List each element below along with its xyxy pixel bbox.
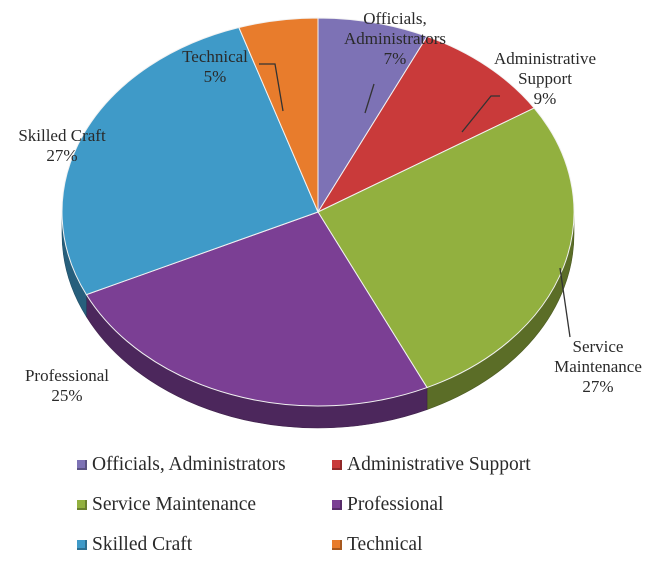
data-label-line: Administrative [494,49,596,68]
data-label-line: Skilled Craft [18,126,106,145]
legend-swatch [77,540,87,550]
data-label-line: Maintenance [554,357,642,376]
data-label-administrative-support: Administrative Support 9% [494,49,596,108]
data-label-line: 27% [46,146,77,165]
pie-slice-professional [85,211,428,407]
pie-callouts: Officials, Administrators 7% Administrative… [18,9,642,405]
legend-label: Skilled Craft [92,534,193,555]
legend-label: Technical [347,534,423,555]
leader-line-administrative-support [461,95,500,133]
legend-swatch [77,500,87,510]
legend-item-technical: Technical [332,534,423,556]
data-label-officials-administrators: Officials, Administrators 7% [344,9,446,68]
data-label-line: Professional [25,366,109,385]
data-label-line: 9% [534,89,557,108]
legend-item-service-maintenance: Service Maintenance [77,494,256,516]
leader-line-officials-administrators [364,83,375,114]
legend-swatch [332,540,342,550]
legend-item-officials-administrators: Officials, Administrators [77,454,286,476]
data-label-line: Support [518,69,572,88]
data-label-line: Technical [182,47,248,66]
legend-swatch [332,500,342,510]
data-label-line: Officials, [363,9,426,28]
data-label-line: 5% [204,67,227,86]
pie-slice-service-maintenance [317,107,575,389]
data-label-skilled-craft: Skilled Craft 27% [18,126,106,165]
legend-swatch [77,460,87,470]
data-label-line: 27% [582,377,613,396]
leader-line-technical [259,63,284,112]
legend-item-skilled-craft: Skilled Craft [77,534,192,556]
data-label-professional: Professional 25% [25,366,109,405]
legend-label: Service Maintenance [92,494,257,515]
data-label-line: 25% [51,386,82,405]
pie-slice-administrative-support [316,35,535,214]
pie-slice-skilled-craft [61,26,319,296]
data-label-line: Administrators [344,29,446,48]
data-label-line: 7% [384,49,407,68]
legend-label: Administrative Support [347,454,531,475]
pie-slice-technical [238,17,319,213]
leader-line-service-maintenance [559,267,571,338]
legend-swatch [332,460,342,470]
legend-label: Professional [347,494,444,515]
data-label-service-maintenance: Service Maintenance 27% [554,337,642,396]
data-label-line: Service [573,337,624,356]
legend-item-professional: Professional [332,494,443,516]
legend-label: Officials, Administrators [92,454,286,475]
legend-item-administrative-support: Administrative Support [332,454,531,476]
pie-slice-officials-administrators [317,17,428,214]
pie-top-faces [61,17,575,407]
data-label-technical: Technical 5% [182,47,248,86]
